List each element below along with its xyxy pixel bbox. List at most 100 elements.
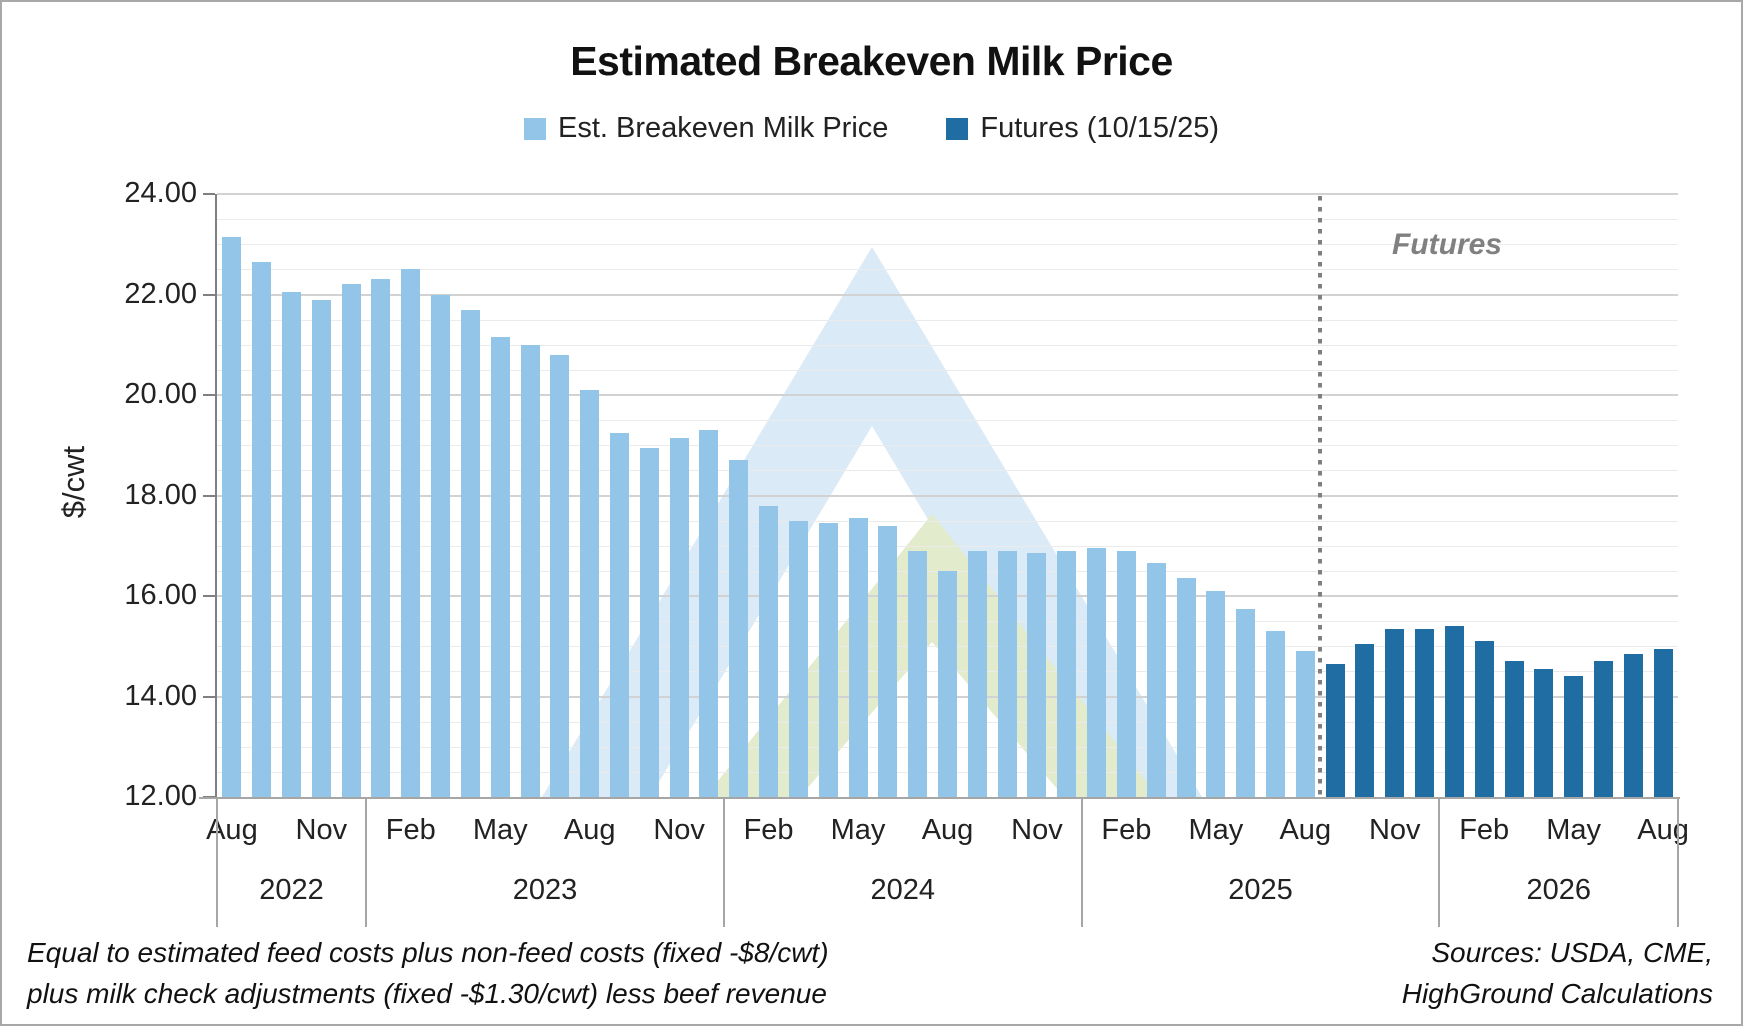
breakeven-bar-jan-2025: [1087, 548, 1107, 797]
footnote-line-1: Equal to estimated feed costs plus non-f…: [27, 937, 829, 968]
breakeven-bar-aug-2023: [580, 389, 600, 797]
futures-divider-dotted-line: [1318, 196, 1323, 797]
y-tick-label: 14.00: [124, 679, 197, 712]
futures-annotation: Futures: [1391, 228, 1502, 261]
minor-gridline: [217, 244, 1678, 246]
futures-bar-dec-2025: [1415, 628, 1435, 797]
breakeven-bar-may-2024: [848, 518, 868, 797]
footnote-line-2: plus milk check adjustments (fixed -$1.3…: [27, 978, 827, 1009]
legend: Est. Breakeven Milk Price Futures (10/15…: [2, 112, 1741, 145]
x-axis-separator: [365, 797, 368, 927]
x-axis-year-label: 2026: [1526, 874, 1591, 906]
y-axis-tick: [203, 193, 215, 195]
minor-gridline: [217, 369, 1678, 371]
y-tick-label: 18.00: [124, 478, 197, 511]
x-axis-year-label: 2025: [1228, 874, 1293, 906]
minor-gridline: [217, 420, 1678, 422]
breakeven-bar-jun-2023: [520, 344, 540, 797]
breakeven-bar-aug-2025: [1295, 651, 1315, 797]
futures-bar-jun-2026: [1593, 661, 1613, 797]
y-axis-line: [215, 194, 217, 799]
legend-item-futures: Futures (10/15/25): [946, 112, 1219, 145]
x-axis-line: [199, 797, 1680, 799]
x-axis-month-label: Aug: [1279, 814, 1332, 846]
breakeven-bar-jan-2024: [729, 460, 749, 797]
sources-line-1: Sources: USDA, CME,: [1431, 937, 1713, 968]
breakeven-bar-jul-2023: [550, 354, 570, 797]
x-axis-separator: [1677, 797, 1679, 927]
futures-bar-may-2026: [1564, 676, 1584, 797]
chart-title: Estimated Breakeven Milk Price: [570, 38, 1173, 84]
breakeven-bar-oct-2023: [639, 447, 659, 797]
y-tick-label: 16.00: [124, 579, 197, 611]
futures-bar-jul-2026: [1623, 653, 1643, 797]
breakeven-bar-oct-2022: [282, 291, 302, 797]
x-axis-separator: [216, 797, 218, 927]
legend-item-breakeven: Est. Breakeven Milk Price: [524, 112, 888, 145]
x-axis-month-label: Feb: [1459, 814, 1510, 846]
breakeven-bar-apr-2023: [460, 309, 480, 797]
futures-bar-sep-2025: [1325, 663, 1345, 797]
breakeven-bar-nov-2024: [1027, 553, 1047, 797]
breakeven-bar-nov-2023: [669, 437, 689, 797]
x-axis-separator: [1438, 797, 1441, 927]
major-gridline: [217, 494, 1678, 497]
futures-bar-oct-2025: [1355, 643, 1375, 797]
x-axis-month-label: Aug: [563, 814, 616, 846]
y-axis-tick: [203, 494, 215, 497]
breakeven-bar-mar-2023: [431, 294, 451, 797]
footnote-definition: Equal to estimated feed costs plus non-f…: [27, 932, 829, 1014]
x-axis-month-label: May: [830, 814, 886, 846]
x-axis-separator: [722, 797, 725, 927]
x-axis-year-label: 2024: [870, 874, 936, 906]
x-axis-month-label: Aug: [206, 814, 258, 846]
x-axis-month-label: Feb: [743, 814, 794, 846]
futures-series-swatch-icon: [946, 117, 969, 140]
breakeven-bar-sep-2022: [252, 261, 272, 797]
breakeven-bar-sep-2023: [610, 432, 630, 797]
breakeven-bar-feb-2025: [1116, 550, 1136, 797]
x-axis-year-label: 2022: [259, 874, 324, 906]
futures-bar-mar-2026: [1504, 661, 1524, 797]
x-axis-month-label: Feb: [1101, 814, 1152, 846]
breakeven-bar-feb-2023: [401, 269, 421, 797]
futures-bar-apr-2026: [1534, 668, 1554, 797]
y-axis-tick: [203, 695, 215, 698]
minor-gridline: [217, 445, 1678, 447]
major-gridline: [217, 193, 1678, 195]
x-axis-month-label: Aug: [921, 814, 974, 846]
x-axis-month-label: Nov: [1368, 814, 1421, 846]
breakeven-bar-mar-2025: [1146, 563, 1166, 797]
x-axis-month-label: Nov: [1011, 814, 1063, 846]
futures-bar-nov-2025: [1385, 628, 1405, 797]
breakeven-bar-dec-2023: [699, 430, 719, 797]
y-axis-tick: [203, 595, 215, 597]
breakeven-bar-jul-2024: [908, 550, 928, 797]
x-axis-month-label: Feb: [385, 814, 436, 846]
minor-gridline: [217, 219, 1678, 221]
breakeven-bar-dec-2022: [341, 284, 361, 797]
x-axis-month-label: May: [1546, 814, 1602, 846]
x-axis-month-label: May: [1188, 814, 1244, 846]
breakeven-bar-jun-2024: [878, 525, 898, 797]
breakeven-bar-oct-2024: [997, 550, 1017, 797]
futures-bar-jan-2026: [1444, 626, 1464, 797]
breakeven-bar-aug-2022: [222, 236, 242, 797]
x-axis-month-label: Nov: [295, 814, 348, 846]
y-tick-label: 12.00: [124, 780, 197, 812]
x-axis-year-label: 2023: [512, 874, 578, 906]
breakeven-series-swatch-icon: [524, 117, 547, 140]
x-axis-month-label: Aug: [1637, 814, 1689, 846]
minor-gridline: [217, 344, 1678, 346]
futures-bar-aug-2026: [1653, 648, 1673, 797]
breakeven-bar-jul-2025: [1265, 631, 1285, 797]
x-axis-separator: [1080, 797, 1083, 927]
y-tick-label: 22.00: [124, 277, 197, 310]
legend-label-breakeven: Est. Breakeven Milk Price: [558, 112, 889, 144]
breakeven-bar-jan-2023: [371, 279, 391, 797]
minor-gridline: [217, 545, 1678, 547]
x-axis-month-label: Nov: [653, 814, 705, 846]
breakeven-bar-aug-2024: [938, 570, 957, 797]
